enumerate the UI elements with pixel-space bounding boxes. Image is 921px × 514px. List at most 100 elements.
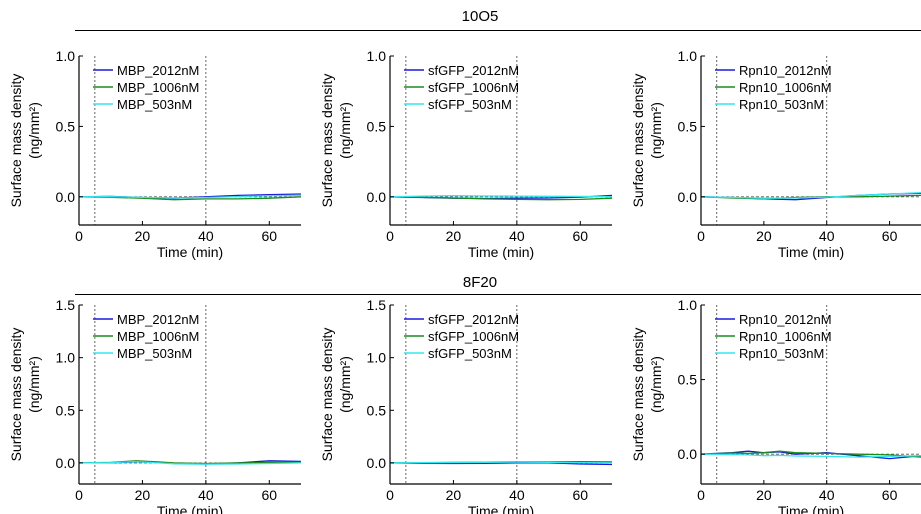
legend-label: sfGFP_503nM — [428, 97, 512, 112]
chart-panel: 0.0 0.5 1.0 0 20 40 60 Time (min) Surface mass d… — [630, 48, 921, 260]
series-line — [78, 196, 302, 201]
y-axis-unit-label: (ng/mm²) — [337, 356, 353, 413]
y-axis-label: Surface mass density — [630, 328, 646, 462]
x-tick-label: 20 — [135, 487, 151, 503]
chart-panel: 0.0 0.5 1.0 0 20 40 60 Time (min) Surface mass d… — [8, 48, 302, 260]
x-tick-label: 20 — [756, 228, 772, 244]
y-tick-label: 1.0 — [367, 350, 387, 366]
y-axis-unit-label: (ng/mm²) — [337, 102, 353, 159]
x-tick-label: 40 — [198, 487, 214, 503]
y-tick-label: 1.5 — [367, 297, 387, 313]
y-tick-label: 0.0 — [56, 189, 76, 205]
x-axis-label: Time (min) — [157, 244, 223, 260]
legend-label: sfGFP_2012nM — [428, 312, 519, 327]
series-line — [78, 461, 302, 465]
y-tick-label: 0.5 — [678, 372, 698, 388]
x-tick-label: 60 — [882, 487, 898, 503]
y-axis-unit-label: (ng/mm²) — [648, 102, 664, 159]
series-line — [700, 453, 921, 458]
group-divider-top — [75, 30, 921, 31]
y-axis-label: Surface mass density — [319, 74, 335, 208]
y-axis-label: Surface mass density — [630, 74, 646, 208]
x-tick-label: 0 — [386, 487, 394, 503]
legend-label: MBP_503nM — [117, 346, 192, 361]
y-axis-unit-label: (ng/mm²) — [26, 102, 42, 159]
legend-label: MBP_1006nM — [117, 80, 199, 95]
y-tick-label: 1.0 — [56, 48, 76, 64]
y-tick-label: 0.5 — [56, 402, 76, 418]
chart-panel: 0.0 0.5 1.0 1.5 0 20 40 60 Time (min) Surface mas… — [319, 297, 613, 514]
x-tick-label: 20 — [446, 487, 462, 503]
legend-label: MBP_1006nM — [117, 329, 199, 344]
group-title-bottom: 8F20 — [462, 274, 498, 291]
legend-label: Rpn10_1006nM — [739, 80, 832, 95]
x-tick-label: 20 — [135, 228, 151, 244]
group-divider-bottom — [75, 294, 921, 295]
x-tick-label: 60 — [572, 487, 588, 503]
x-axis-label: Time (min) — [157, 503, 223, 514]
x-tick-label: 40 — [509, 228, 525, 244]
y-axis-label: Surface mass density — [8, 328, 24, 462]
series-line — [700, 191, 921, 199]
series-line — [389, 195, 613, 198]
x-tick-label: 0 — [75, 487, 83, 503]
x-tick-label: 40 — [819, 228, 835, 244]
chart-panel: 0.0 0.5 1.0 0 20 40 60 Time (min) Surface mass d… — [630, 297, 921, 514]
x-tick-label: 40 — [198, 228, 214, 244]
x-tick-label: 60 — [261, 487, 277, 503]
y-axis-label: Surface mass density — [319, 328, 335, 462]
x-axis-label: Time (min) — [468, 503, 534, 514]
x-axis-label: Time (min) — [778, 503, 844, 514]
series-line — [389, 461, 613, 464]
y-tick-label: 1.0 — [678, 297, 698, 313]
group-title-top: 10O5 — [461, 8, 499, 25]
y-tick-label: 1.0 — [56, 350, 76, 366]
x-tick-label: 40 — [509, 487, 525, 503]
y-axis-unit-label: (ng/mm²) — [648, 356, 664, 413]
legend-label: MBP_2012nM — [117, 312, 199, 327]
legend-label: MBP_503nM — [117, 97, 192, 112]
x-tick-label: 60 — [261, 228, 277, 244]
legend-label: sfGFP_503nM — [428, 346, 512, 361]
legend-label: sfGFP_1006nM — [428, 329, 519, 344]
y-tick-label: 0.5 — [56, 118, 76, 134]
x-axis-label: Time (min) — [778, 244, 844, 260]
y-axis-unit-label: (ng/mm²) — [26, 356, 42, 413]
x-tick-label: 40 — [819, 487, 835, 503]
x-tick-label: 0 — [697, 487, 705, 503]
x-tick-label: 0 — [75, 228, 83, 244]
legend-label: Rpn10_503nM — [739, 346, 824, 361]
legend-label: sfGFP_2012nM — [428, 63, 519, 78]
y-tick-label: 1.0 — [678, 48, 698, 64]
y-tick-label: 0.0 — [367, 189, 387, 205]
series-line — [78, 194, 302, 199]
y-tick-label: 0.0 — [367, 455, 387, 471]
x-tick-label: 60 — [882, 228, 898, 244]
legend-label: Rpn10_503nM — [739, 97, 824, 112]
legend-label: Rpn10_2012nM — [739, 63, 832, 78]
x-axis-label: Time (min) — [468, 244, 534, 260]
y-axis-label: Surface mass density — [8, 74, 24, 208]
y-tick-label: 1.0 — [367, 48, 387, 64]
y-tick-label: 1.5 — [56, 297, 76, 313]
legend-label: sfGFP_1006nM — [428, 80, 519, 95]
chart-panel: 0.0 0.5 1.0 1.5 0 20 40 60 Time (min) Surface mas… — [8, 297, 302, 514]
y-tick-label: 0.0 — [678, 189, 698, 205]
legend-label: Rpn10_1006nM — [739, 329, 832, 344]
x-tick-label: 20 — [756, 487, 772, 503]
y-tick-label: 0.5 — [367, 118, 387, 134]
x-tick-label: 60 — [572, 228, 588, 244]
series-line — [389, 462, 613, 466]
chart-panel: 0.0 0.5 1.0 0 20 40 60 Time (min) Surface mass d… — [319, 48, 613, 260]
y-tick-label: 0.0 — [56, 455, 76, 471]
series-line — [700, 450, 921, 458]
series-line — [389, 196, 613, 201]
y-tick-label: 0.0 — [678, 446, 698, 462]
x-tick-label: 0 — [386, 228, 394, 244]
legend-label: Rpn10_2012nM — [739, 312, 832, 327]
y-tick-label: 0.5 — [678, 118, 698, 134]
y-tick-label: 0.5 — [367, 402, 387, 418]
x-tick-label: 0 — [697, 228, 705, 244]
legend-label: MBP_2012nM — [117, 63, 199, 78]
